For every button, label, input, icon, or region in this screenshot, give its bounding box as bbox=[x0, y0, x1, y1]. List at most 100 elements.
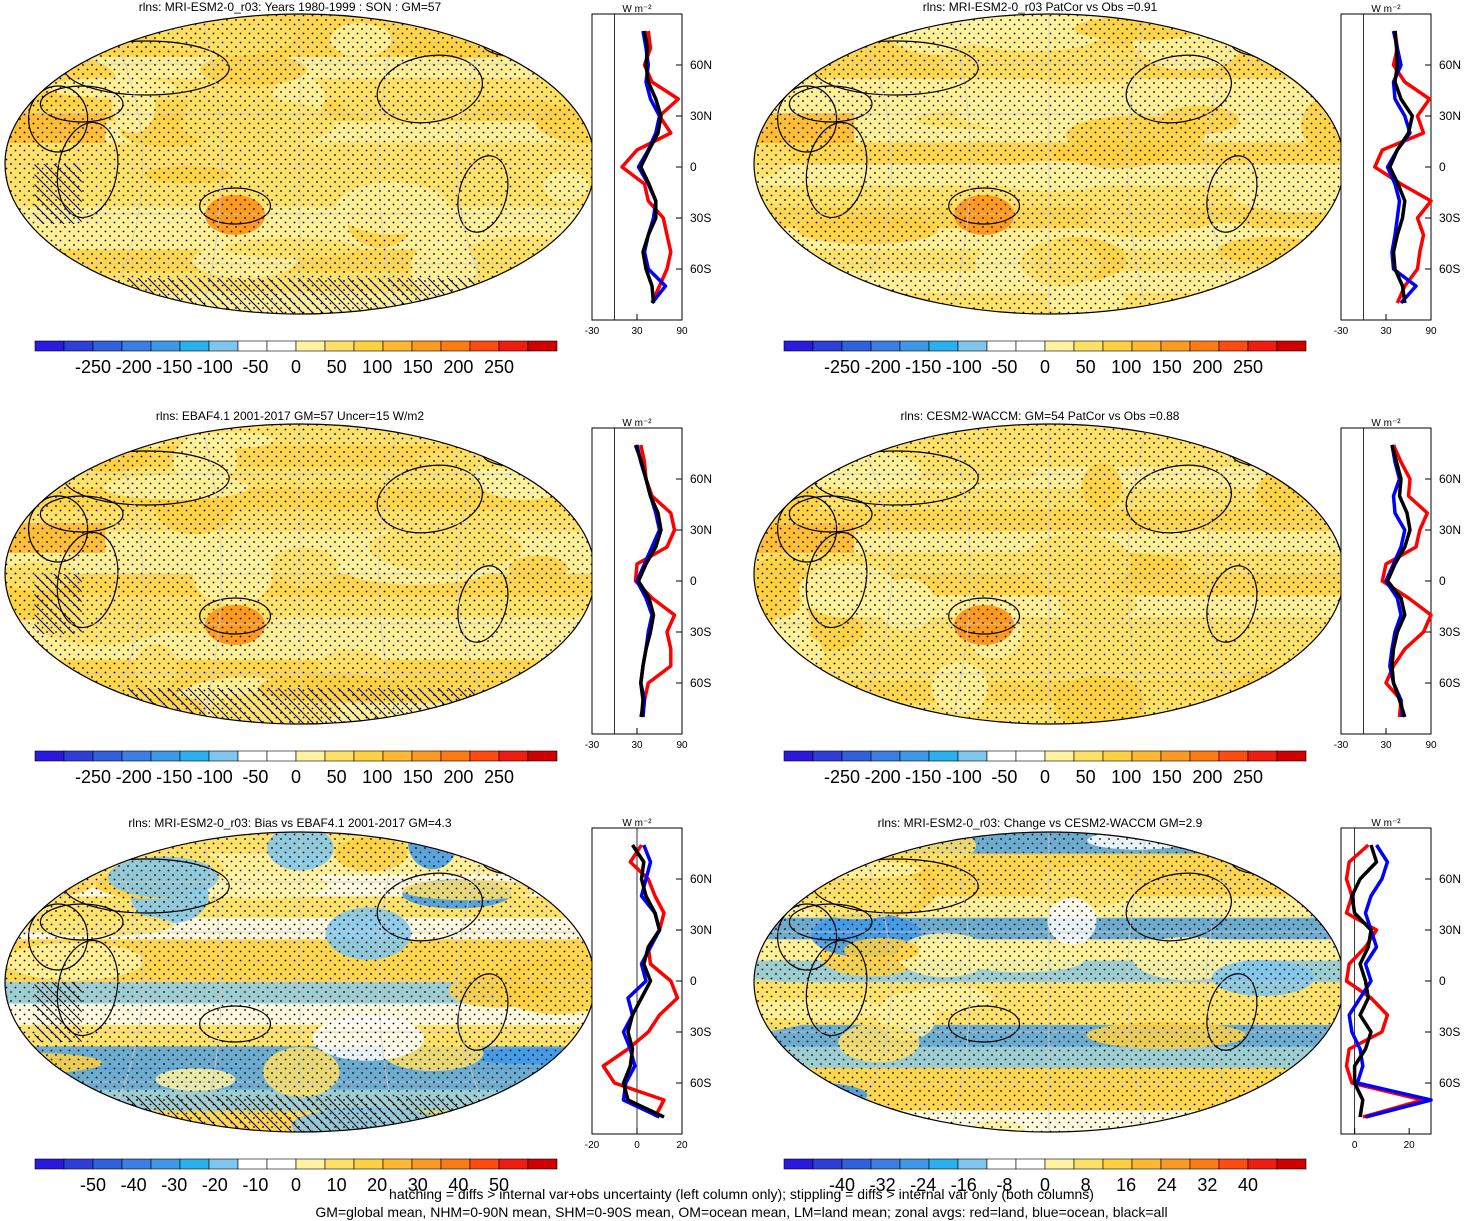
map-blob bbox=[5, 25, 52, 85]
colorbar-swatch bbox=[1247, 1158, 1278, 1170]
colorbar-swatch bbox=[121, 1158, 152, 1170]
zonal-ytick-label: 60S bbox=[690, 1076, 711, 1090]
colorbar-swatch bbox=[1044, 750, 1075, 762]
colorbar-swatch bbox=[469, 340, 500, 352]
colorbar-swatch bbox=[1276, 750, 1307, 762]
colorbar-tick-label: 40 bbox=[448, 1175, 468, 1195]
colorbar-swatch bbox=[1102, 1158, 1133, 1170]
zonal-ytick-label: 60S bbox=[1439, 1076, 1460, 1090]
zonal-ytick-label: 0 bbox=[690, 160, 697, 174]
colorbar-swatch bbox=[1102, 750, 1133, 762]
panel-4: -250 -200 -150 -100 -50 0 50 100 150 200 250 W m⁻² -… bbox=[753, 418, 1461, 787]
colorbar-swatch bbox=[34, 750, 65, 762]
colorbar-swatch bbox=[353, 340, 384, 352]
colorbar-swatch bbox=[353, 1158, 384, 1170]
panel-2: -250 -200 -150 -100 -50 0 50 100 150 200 250 W m⁻² -… bbox=[753, 4, 1461, 377]
colorbar-swatch bbox=[812, 1158, 843, 1170]
colorbar-swatch bbox=[208, 1158, 239, 1170]
colorbar-swatch bbox=[63, 750, 94, 762]
colorbar-swatch bbox=[237, 750, 268, 762]
zonal-xtick-label: 0 bbox=[1352, 1140, 1358, 1151]
colorbar-swatch bbox=[440, 750, 471, 762]
colorbar-tick-label: 100 bbox=[1111, 357, 1141, 377]
stipple-overlay bbox=[5, 424, 595, 724]
colorbar-swatch bbox=[899, 1158, 930, 1170]
zonal-xtick-label: 90 bbox=[1425, 740, 1437, 751]
zonal-xtick-label: -30 bbox=[585, 740, 600, 751]
stipple-overlay bbox=[5, 832, 595, 1132]
colorbar-tick-label: -250 bbox=[824, 767, 860, 787]
colorbar-tick-label: 50 bbox=[1076, 357, 1096, 377]
hatch-overlay bbox=[123, 1096, 477, 1132]
footnote-hatching: hatching = diffs > internal var+obs unce… bbox=[389, 1186, 1094, 1202]
panel-5: -50 -40 -30 -20 -10 0 10 20 30 40 50 W m⁻² -20 0 20 60N… bbox=[4, 818, 712, 1195]
colorbar-tick-label: -100 bbox=[946, 357, 982, 377]
colorbar-tick-label: 32 bbox=[1197, 1175, 1217, 1195]
zonal-series-all bbox=[1385, 444, 1412, 718]
zonal-series-land bbox=[601, 844, 680, 1118]
colorbar-swatch bbox=[1218, 340, 1249, 352]
colorbar-tick-label: 16 bbox=[1116, 1175, 1136, 1195]
colorbar-swatch bbox=[208, 750, 239, 762]
colorbar-swatch bbox=[382, 1158, 413, 1170]
colorbar-tick-label: -10 bbox=[242, 1175, 268, 1195]
colorbar-swatch bbox=[1218, 750, 1249, 762]
colorbar-tick-label: 250 bbox=[484, 767, 514, 787]
map-blob bbox=[779, 832, 885, 867]
colorbar-swatch bbox=[986, 340, 1017, 352]
colorbar-swatch bbox=[498, 340, 529, 352]
map-blob bbox=[754, 1080, 832, 1107]
colorbar-swatch bbox=[92, 750, 123, 762]
colorbar-swatch bbox=[986, 750, 1017, 762]
zonal-panel-2: W m⁻² -30 30 90 60N 30N 0 30S 60S bbox=[1334, 4, 1461, 337]
zonal-panel-1: W m⁻² -30 30 90 60N 30N 0 30S 60S bbox=[585, 4, 712, 337]
zonal-xtick-label: -30 bbox=[1334, 326, 1349, 337]
colorbar-tick-label: -100 bbox=[946, 767, 982, 787]
zonal-xtick-label: 30 bbox=[631, 326, 643, 337]
colorbar-5: -50 -40 -30 -20 -10 0 10 20 30 40 50 bbox=[34, 1158, 558, 1195]
colorbar-tick-label: -100 bbox=[197, 767, 233, 787]
colorbar-swatch bbox=[92, 1158, 123, 1170]
colorbar-swatch bbox=[498, 750, 529, 762]
panel-1: -250 -200 -150 -100 -50 0 50 100 150 200 250 W m⁻² -… bbox=[4, 4, 712, 377]
zonal-ytick-label: 30N bbox=[690, 109, 712, 123]
zonal-xtick-label: -20 bbox=[585, 1140, 600, 1151]
colorbar-6: -40 -32 -24 -16 -8 0 8 16 24 32 40 bbox=[783, 1158, 1307, 1195]
zonal-units-label: W m⁻² bbox=[1371, 4, 1401, 15]
colorbar-tick-label: 50 bbox=[327, 357, 347, 377]
zonal-series-all bbox=[1350, 844, 1379, 1118]
colorbar-swatch bbox=[1044, 340, 1075, 352]
zonal-xtick-label: -30 bbox=[1334, 740, 1349, 751]
colorbar-tick-label: -150 bbox=[905, 357, 941, 377]
colorbar-tick-label: 24 bbox=[1157, 1175, 1177, 1195]
colorbar-swatch bbox=[150, 1158, 181, 1170]
colorbar-swatch bbox=[1160, 750, 1191, 762]
colorbar-swatch bbox=[63, 1158, 94, 1170]
colorbar-swatch bbox=[527, 750, 558, 762]
hatch-overlay bbox=[34, 164, 82, 224]
colorbar-tick-label: 100 bbox=[362, 357, 392, 377]
zonal-ytick-label: 60N bbox=[1439, 472, 1461, 486]
colorbar-swatch bbox=[870, 1158, 901, 1170]
zonal-xtick-label: 90 bbox=[676, 740, 688, 751]
colorbar-swatch bbox=[121, 340, 152, 352]
zonal-ytick-label: 30N bbox=[1439, 523, 1461, 537]
colorbar-tick-label: 250 bbox=[1233, 357, 1263, 377]
colorbar-swatch bbox=[870, 340, 901, 352]
colorbar-swatch bbox=[295, 1158, 326, 1170]
colorbar-tick-label: 0 bbox=[1040, 767, 1050, 787]
zonal-xtick-label: 30 bbox=[631, 740, 643, 751]
colorbar-tick-label: -250 bbox=[75, 357, 111, 377]
colorbar-swatch bbox=[783, 340, 814, 352]
zonal-xtick-label: 30 bbox=[1380, 326, 1392, 337]
colorbar-tick-label: -40 bbox=[121, 1175, 147, 1195]
colorbar-tick-label: -200 bbox=[116, 357, 152, 377]
hatch-overlay bbox=[34, 574, 82, 634]
colorbar-swatch bbox=[121, 750, 152, 762]
zonal-panel-5: W m⁻² -20 0 20 60N 30N 0 30S 60S bbox=[585, 818, 712, 1151]
map-4 bbox=[754, 424, 1344, 724]
colorbar-swatch bbox=[150, 340, 181, 352]
colorbar-swatch bbox=[469, 750, 500, 762]
colorbar-tick-label: 20 bbox=[367, 1175, 387, 1195]
zonal-ytick-label: 0 bbox=[690, 974, 697, 988]
